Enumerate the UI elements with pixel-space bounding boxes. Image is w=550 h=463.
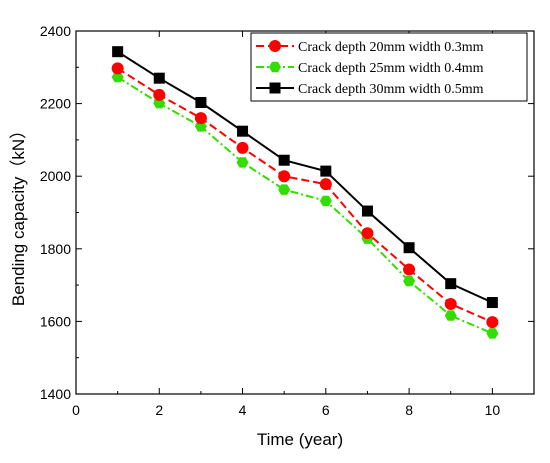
data-point [194, 121, 207, 132]
x-tick-label: 6 [322, 402, 330, 418]
y-tick-label: 1400 [40, 386, 71, 402]
x-axis-title: Time (year) [257, 430, 343, 449]
data-point [236, 157, 249, 168]
legend-box [250, 32, 528, 102]
data-point [153, 98, 166, 109]
data-point [194, 112, 207, 125]
data-point [403, 242, 415, 254]
series-3 [112, 46, 498, 309]
data-point [278, 170, 291, 183]
data-point [319, 195, 332, 207]
legend-marker [269, 61, 281, 73]
data-point [278, 184, 291, 195]
legend-label: Crack depth 20mm width 0.3mm [298, 40, 484, 55]
data-point [278, 154, 290, 166]
series-layer [111, 46, 499, 339]
legend-entry-2: Crack depth 25mm width 0.4mm [256, 61, 484, 76]
y-tick-label: 2200 [40, 96, 71, 112]
data-point [486, 297, 498, 309]
x-tick-label: 10 [485, 402, 501, 418]
series-2 [111, 71, 499, 339]
y-axis-title: Bending capacity（kN） [9, 122, 28, 306]
data-point [403, 263, 416, 276]
series-line [117, 67, 493, 324]
y-tick-label: 2400 [40, 23, 71, 39]
data-point [361, 227, 374, 240]
data-point [111, 71, 124, 83]
data-point [444, 297, 457, 310]
legend: Crack depth 20mm width 0.3mm Crack depth … [250, 32, 528, 102]
series-line [117, 76, 493, 335]
data-point [361, 205, 373, 217]
y-tick-label: 2000 [40, 168, 71, 184]
x-tick-label: 2 [155, 402, 163, 418]
data-point [320, 165, 332, 177]
data-point [403, 275, 416, 287]
data-point [486, 328, 499, 339]
legend-entry-3: Crack depth 30mm width 0.5mm [256, 82, 484, 97]
data-point [237, 125, 249, 137]
x-tick-label: 0 [72, 402, 80, 418]
data-point [444, 310, 457, 321]
data-point [319, 178, 332, 191]
data-point [153, 72, 165, 84]
data-point [445, 278, 457, 290]
x-tick-label: 8 [405, 402, 413, 418]
legend-label: Crack depth 25mm width 0.4mm [298, 61, 484, 76]
legend-marker [269, 82, 281, 94]
y-tick-label: 1600 [40, 313, 71, 329]
data-point [486, 316, 499, 329]
data-point [236, 141, 249, 154]
series-line [117, 50, 493, 304]
data-point [111, 62, 124, 75]
legend-entry-1: Crack depth 20mm width 0.3mm [256, 40, 484, 55]
y-tick-label: 1800 [40, 241, 71, 257]
data-point [153, 88, 166, 101]
data-point [195, 97, 207, 109]
x-tick-label: 4 [239, 402, 247, 418]
legend-marker [269, 40, 281, 52]
data-point [112, 46, 124, 58]
series-1 [111, 62, 499, 329]
legend-label: Crack depth 30mm width 0.5mm [298, 82, 484, 97]
